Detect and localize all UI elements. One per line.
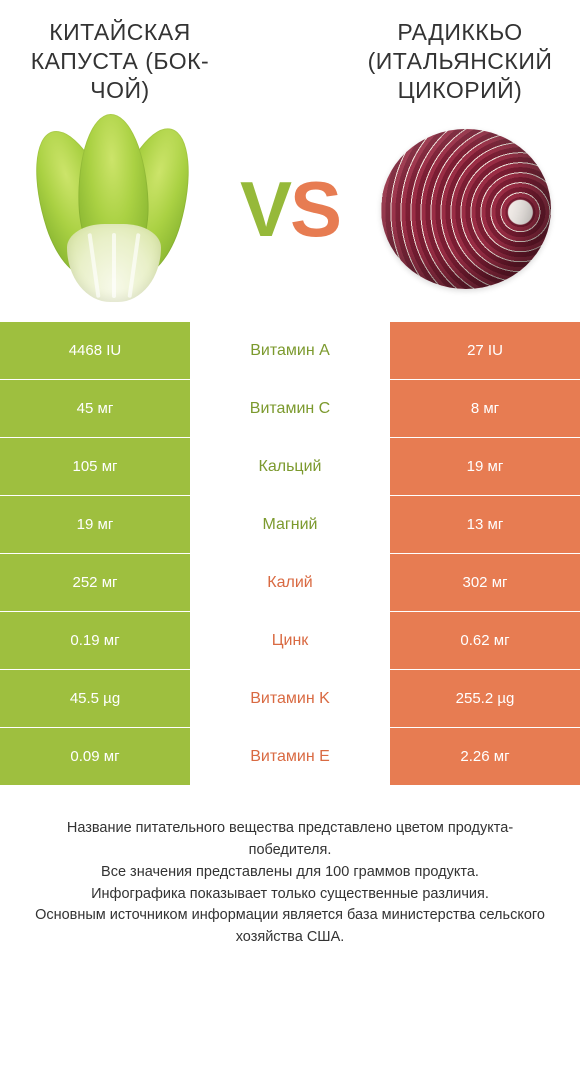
footer-line: Название питательного вещества представл…: [26, 818, 554, 862]
right-value: 8 мг: [390, 380, 580, 437]
right-value: 19 мг: [390, 438, 580, 495]
table-row: 105 мгКальций19 мг: [0, 438, 580, 496]
left-value: 0.19 мг: [0, 612, 190, 669]
left-value: 252 мг: [0, 554, 190, 611]
footer-line: Инфографика показывает только существенн…: [26, 884, 554, 906]
left-value: 19 мг: [0, 496, 190, 553]
vs-s: S: [290, 165, 340, 253]
header: КИТАЙСКАЯ КАПУСТА (БОК-ЧОЙ) РАДИККЬО (ИТ…: [0, 0, 580, 104]
table-row: 4468 IUВитамин A27 IU: [0, 322, 580, 380]
vs-v: V: [240, 165, 290, 253]
table-row: 45.5 µgВитамин K255.2 µg: [0, 670, 580, 728]
nutrient-name: Кальций: [190, 438, 390, 495]
footer-line: Основным источником информации является …: [26, 905, 554, 949]
table-row: 19 мгМагний13 мг: [0, 496, 580, 554]
nutrient-name: Калий: [190, 554, 390, 611]
right-value: 255.2 µg: [390, 670, 580, 727]
illustration-row: VS: [0, 104, 580, 322]
right-value: 13 мг: [390, 496, 580, 553]
nutrient-table: 4468 IUВитамин A27 IU45 мгВитамин C8 мг1…: [0, 322, 580, 790]
bokchoy-icon: [34, 114, 194, 304]
right-value: 2.26 мг: [390, 728, 580, 785]
nutrient-name: Цинк: [190, 612, 390, 669]
left-title: КИТАЙСКАЯ КАПУСТА (БОК-ЧОЙ): [10, 18, 230, 104]
vs-label: VS: [240, 164, 340, 255]
nutrient-name: Магний: [190, 496, 390, 553]
right-food-illustration: [376, 114, 556, 304]
nutrient-name: Витамин K: [190, 670, 390, 727]
footer-note: Название питательного вещества представл…: [0, 790, 580, 949]
table-row: 45 мгВитамин C8 мг: [0, 380, 580, 438]
table-row: 0.19 мгЦинк0.62 мг: [0, 612, 580, 670]
nutrient-name: Витамин C: [190, 380, 390, 437]
left-value: 0.09 мг: [0, 728, 190, 785]
right-value: 0.62 мг: [390, 612, 580, 669]
right-value: 302 мг: [390, 554, 580, 611]
left-value: 45.5 µg: [0, 670, 190, 727]
footer-line: Все значения представлены для 100 граммо…: [26, 862, 554, 884]
radicchio-icon: [381, 129, 551, 289]
right-title: РАДИККЬО (ИТАЛЬЯНСКИЙ ЦИКОРИЙ): [350, 18, 570, 104]
nutrient-name: Витамин E: [190, 728, 390, 785]
nutrient-name: Витамин A: [190, 322, 390, 379]
table-row: 0.09 мгВитамин E2.26 мг: [0, 728, 580, 786]
left-food-illustration: [24, 114, 204, 304]
right-value: 27 IU: [390, 322, 580, 379]
left-value: 45 мг: [0, 380, 190, 437]
left-value: 105 мг: [0, 438, 190, 495]
left-value: 4468 IU: [0, 322, 190, 379]
table-row: 252 мгКалий302 мг: [0, 554, 580, 612]
